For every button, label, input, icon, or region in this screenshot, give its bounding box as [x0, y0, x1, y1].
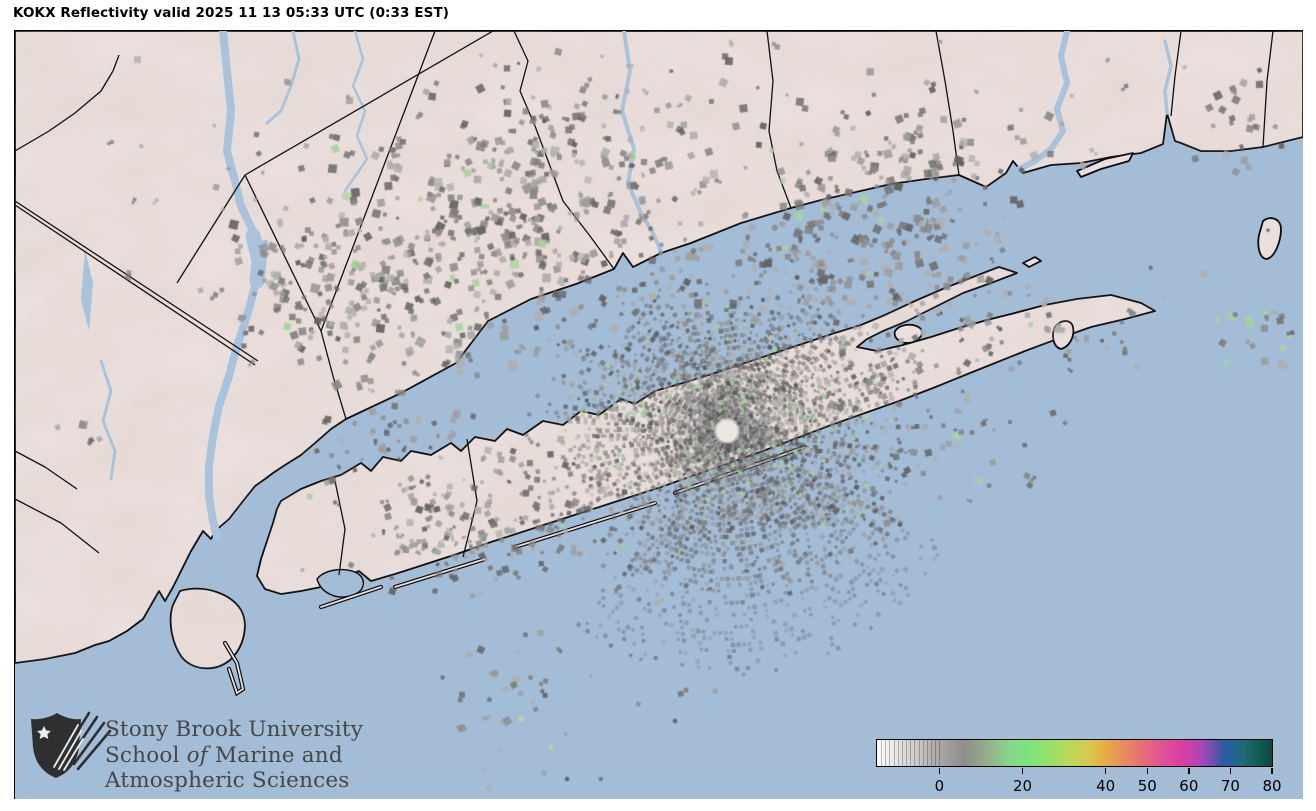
colorbar-segment-line [926, 740, 928, 766]
colorbar-tick-label: 20 [1012, 777, 1033, 795]
colorbar-segment-line [922, 740, 924, 766]
stony-brook-shield-icon [31, 711, 112, 778]
colorbar-tick-label: 0 [934, 777, 945, 795]
colorbar-segment-line [889, 740, 891, 766]
logo-line-2: School of Marine and [105, 742, 343, 768]
colorbar-segment-line [935, 740, 937, 766]
colorbar-segment-line [931, 740, 933, 766]
colorbar-tick [1104, 768, 1107, 774]
colorbar-segment-line [914, 740, 916, 766]
logo-line-3: Atmospheric Sciences [105, 768, 350, 793]
colorbar-tick [938, 768, 941, 774]
colorbar-tick-label: 70 [1220, 777, 1240, 795]
colorbar-segment-line [901, 740, 903, 766]
reflectivity-colorbar: 0 20 40 50 60 70 80 [876, 739, 1282, 795]
colorbar-tick-label: 60 [1179, 777, 1199, 795]
radar-map: Stony Brook University School of Marine … [14, 30, 1303, 799]
colorbar-tick-label: 80 [1262, 777, 1282, 795]
stony-brook-logo: Stony Brook University School of Marine … [29, 709, 363, 794]
colorbar-tick [1188, 768, 1190, 774]
colorbar-segment-line [885, 740, 887, 766]
colorbar-segment-line [893, 740, 895, 766]
logo-line-1: Stony Brook University [105, 717, 364, 742]
colorbar-tick [1229, 768, 1232, 774]
colorbar-tick [1271, 768, 1273, 774]
colorbar-tick [1021, 768, 1024, 774]
colorbar-tick [1146, 768, 1148, 774]
colorbar-tick-label: 40 [1096, 777, 1116, 795]
plot-title: KOKX Reflectivity valid 2025 11 13 05:33… [13, 5, 450, 21]
colorbar-segment-line [918, 740, 920, 766]
colorbar-segment-line [906, 740, 908, 766]
colorbar-segment-line [897, 740, 899, 766]
colorbar-tick-label: 50 [1137, 777, 1157, 795]
radar-echo-canvas [15, 31, 1303, 799]
colorbar-segment-line [881, 740, 883, 766]
logo-text: Stony Brook University School of Marine … [105, 717, 363, 794]
colorbar-segment-line [910, 740, 912, 766]
colorbar-segment-line [939, 740, 941, 766]
